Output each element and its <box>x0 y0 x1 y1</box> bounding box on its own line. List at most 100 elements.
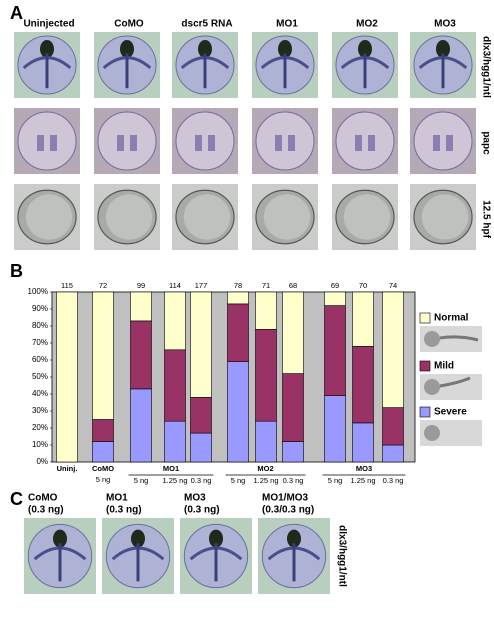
bar-segment <box>190 432 212 463</box>
x-tick-label: 0.3 ng <box>383 476 404 485</box>
bar-segment <box>227 291 249 305</box>
y-tick-label: 50% <box>32 372 48 381</box>
legend-label: Mild <box>434 361 454 372</box>
embryo <box>335 111 395 171</box>
legend-label: Severe <box>434 407 467 418</box>
y-tick-label: 10% <box>32 440 48 449</box>
stain <box>40 40 54 59</box>
stain <box>287 529 301 548</box>
bar-segment <box>382 444 404 463</box>
stain <box>368 135 375 151</box>
bar-segment <box>382 291 404 408</box>
x-tick-label: 1.25 ng <box>253 476 278 485</box>
bar-segment <box>255 329 277 422</box>
panel-label: A <box>10 3 23 23</box>
embryo <box>17 111 77 171</box>
row-label: dlx3/hgg1/ntl <box>336 525 347 587</box>
yolk <box>263 194 311 240</box>
stain <box>37 135 44 151</box>
count-label: 69 <box>331 281 339 290</box>
y-tick-label: 0% <box>36 457 48 466</box>
count-label: 78 <box>234 281 242 290</box>
bar-segment <box>92 291 114 420</box>
count-label: 177 <box>195 281 208 290</box>
yolk <box>343 194 391 240</box>
y-tick-label: 80% <box>32 321 48 330</box>
y-tick-label: 100% <box>28 287 48 296</box>
stain <box>446 135 453 151</box>
legend-tail <box>439 335 479 342</box>
embryo <box>413 111 473 171</box>
bar-segment <box>164 420 186 463</box>
column-header: CoMO <box>114 19 144 30</box>
column-header: MO1 <box>106 493 128 504</box>
legend-swatch <box>419 360 431 372</box>
stain <box>208 135 215 151</box>
x-tick-label: 0.3 ng <box>283 476 304 485</box>
y-tick-label: 40% <box>32 389 48 398</box>
bar-segment <box>164 291 186 351</box>
legend-label: Normal <box>434 313 469 324</box>
x-tick-label: 5 ng <box>96 475 111 484</box>
stain <box>436 40 450 59</box>
bar-segment <box>130 291 152 322</box>
group-label: MO3 <box>356 464 372 473</box>
bar-segment <box>282 441 304 463</box>
column-header: MO2 <box>356 19 378 30</box>
yolk <box>25 194 73 240</box>
column-dose: (0.3 ng) <box>106 505 142 516</box>
column-header: MO1/MO3 <box>262 493 309 504</box>
count-label: 114 <box>169 281 181 290</box>
column-header: Uninjected <box>23 19 74 30</box>
bar-segment <box>282 291 304 374</box>
x-tick-label: 1.25 ng <box>350 476 375 485</box>
legend-embryo <box>424 331 440 347</box>
bar-segment <box>382 407 404 446</box>
stain <box>278 40 292 59</box>
count-label: 71 <box>262 281 270 290</box>
legend-swatch <box>419 312 431 324</box>
count-label: 115 <box>61 281 73 290</box>
stain <box>355 135 362 151</box>
column-header: MO3 <box>184 493 206 504</box>
bar-segment <box>190 397 212 434</box>
column-header: dscr5 RNA <box>181 19 232 30</box>
bar-segment <box>352 346 374 424</box>
bar-segment <box>92 419 114 442</box>
legend-swatch <box>419 406 431 418</box>
legend-embryo <box>424 425 440 441</box>
column-dose: (0.3 ng) <box>184 505 220 516</box>
count-label: 99 <box>137 281 145 290</box>
yolk <box>105 194 153 240</box>
bar-segment <box>352 291 374 347</box>
column-header: CoMO <box>28 493 58 504</box>
yolk <box>183 194 231 240</box>
column-dose: (0.3 ng) <box>28 505 64 516</box>
group-label: Uninj. <box>57 464 78 473</box>
x-tick-label: 1.25 ng <box>162 476 187 485</box>
group-label: MO1 <box>163 464 179 473</box>
group-label: MO2 <box>257 464 273 473</box>
count-label: 70 <box>359 281 367 290</box>
stain <box>198 40 212 59</box>
bar-segment <box>130 388 152 463</box>
bar-segment <box>130 320 152 390</box>
embryo <box>255 111 315 171</box>
stain <box>120 40 134 59</box>
bar-segment <box>255 420 277 463</box>
stain <box>50 135 57 151</box>
stain <box>433 135 440 151</box>
bar-segment <box>190 291 212 398</box>
x-tick-label: 5 ng <box>231 476 246 485</box>
bar-segment <box>227 303 249 362</box>
count-label: 68 <box>289 281 297 290</box>
stain <box>275 135 282 151</box>
bar-segment <box>255 291 277 330</box>
yolk <box>421 194 469 240</box>
legend-embryo <box>424 379 440 395</box>
bar-segment <box>56 291 78 463</box>
y-tick-label: 30% <box>32 406 48 415</box>
stain <box>209 529 223 548</box>
y-tick-label: 60% <box>32 355 48 364</box>
row-label: papc <box>480 131 491 155</box>
